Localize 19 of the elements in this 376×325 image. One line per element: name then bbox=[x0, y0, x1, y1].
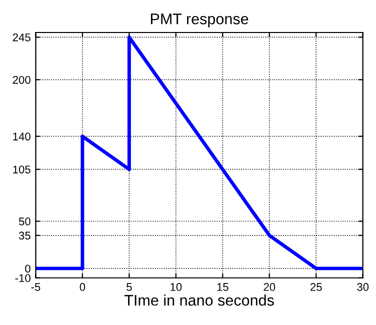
x-tick-label: 30 bbox=[357, 283, 369, 291]
x-tick-label: 5 bbox=[126, 283, 132, 291]
x-axis-title: TIme in nano seconds bbox=[124, 294, 274, 306]
x-tick-label: 20 bbox=[264, 283, 276, 291]
x-tick-label: 25 bbox=[310, 283, 322, 291]
x-tick-label: 10 bbox=[170, 283, 182, 291]
y-tick-label: 105 bbox=[13, 166, 30, 174]
y-tick-label: 245 bbox=[12, 33, 30, 42]
y-tick-label: 50 bbox=[18, 218, 30, 226]
x-tick-label: 0 bbox=[80, 283, 86, 291]
x-tick-label: -5 bbox=[31, 283, 40, 291]
y-tick-label: -10 bbox=[15, 274, 30, 282]
x-tick-label: 15 bbox=[217, 283, 228, 291]
y-tick-label: 35 bbox=[18, 232, 30, 240]
y-tick-label: 0 bbox=[25, 264, 30, 273]
y-tick-label: 200 bbox=[12, 76, 30, 84]
chart-title: PMT response bbox=[151, 14, 248, 28]
y-tick-label: 140 bbox=[13, 132, 30, 140]
line-series bbox=[36, 35, 363, 270]
